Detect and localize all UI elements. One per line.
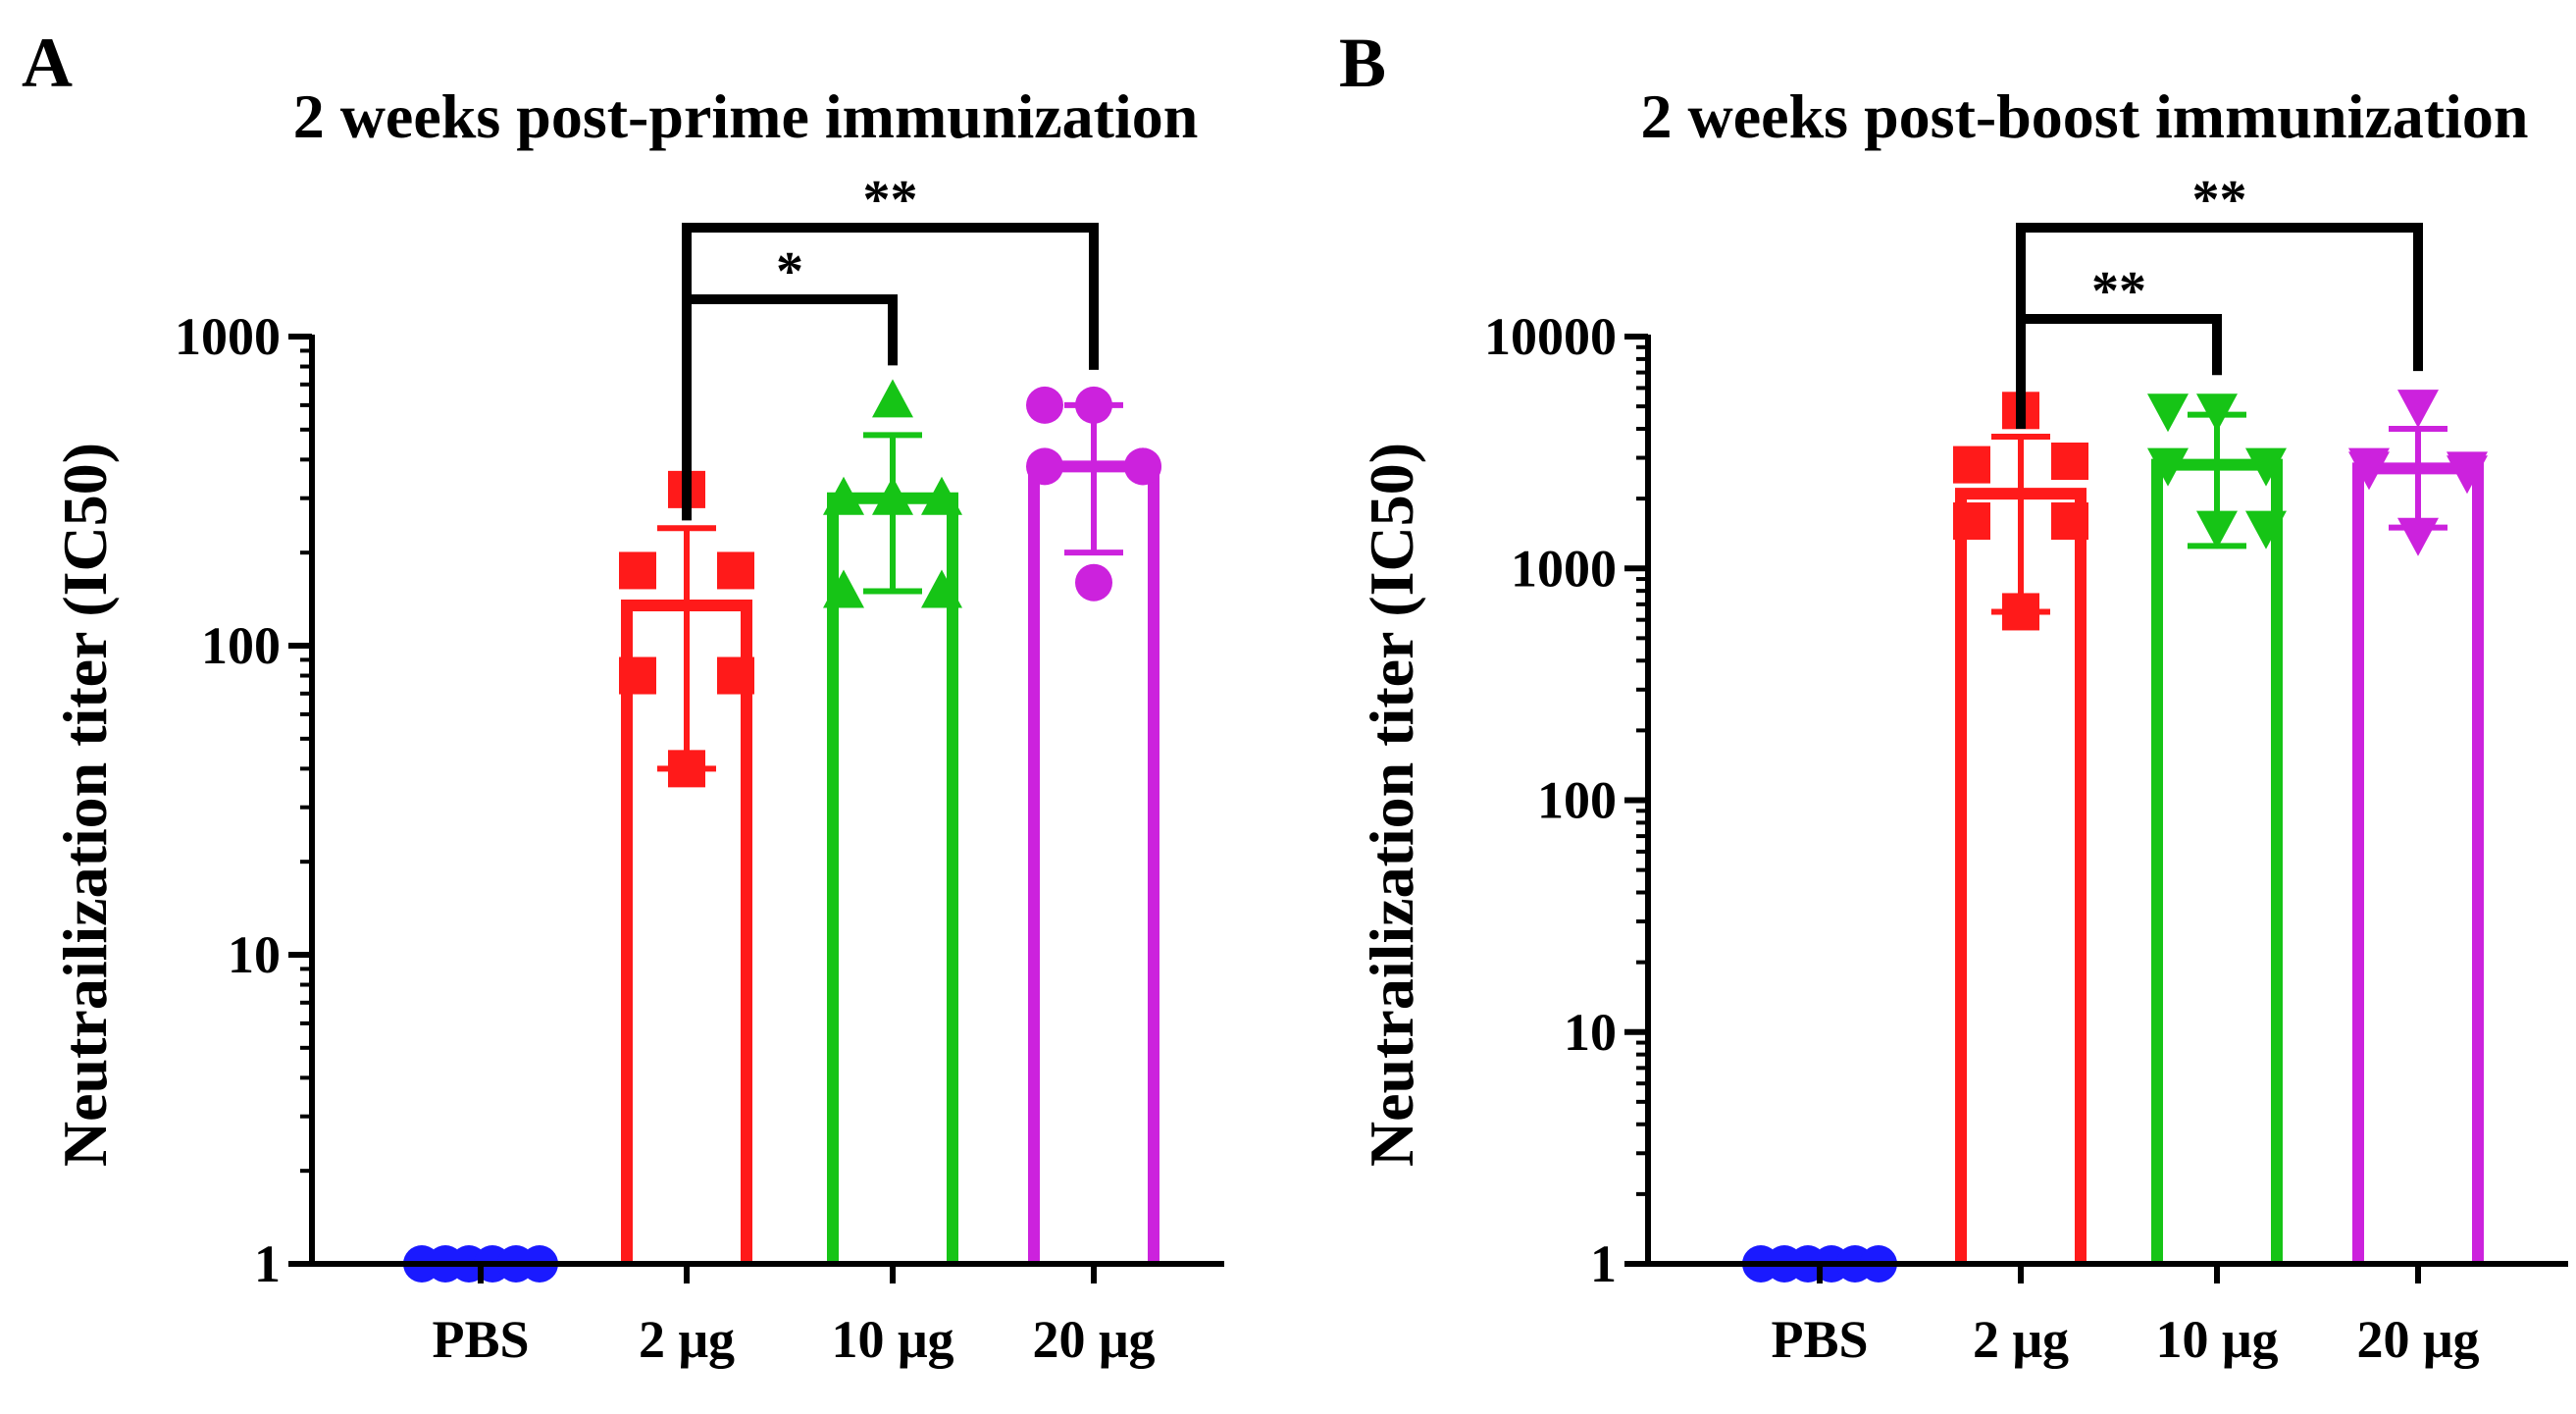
data-point bbox=[717, 551, 754, 590]
x-tick-label: 20 μg bbox=[1032, 1310, 1155, 1369]
data-point bbox=[2051, 502, 2088, 541]
bar-b-2 bbox=[2151, 458, 2283, 1264]
data-point bbox=[872, 476, 913, 515]
x-tick-label: 20 μg bbox=[2356, 1310, 2479, 1369]
data-point bbox=[619, 656, 656, 695]
panel-letter-b: B bbox=[1339, 24, 1386, 102]
bar-a-2 bbox=[827, 492, 958, 1264]
data-point bbox=[1026, 447, 1063, 486]
data-point bbox=[2196, 393, 2238, 433]
data-point bbox=[872, 379, 913, 418]
y-tick-label: 100 bbox=[1537, 771, 1617, 830]
y-tick-label: 1000 bbox=[175, 307, 281, 366]
data-point bbox=[1075, 386, 1112, 424]
significance-bracket bbox=[682, 294, 898, 521]
data-point bbox=[2348, 451, 2390, 491]
data-point bbox=[2051, 443, 2088, 481]
data-point bbox=[823, 476, 864, 515]
x-tick-label: 10 μg bbox=[831, 1310, 953, 1369]
y-tick-label: 1000 bbox=[1511, 539, 1617, 598]
data-point bbox=[2147, 447, 2189, 487]
x-tick-label: 2 μg bbox=[639, 1310, 735, 1369]
y-tick-label: 10 bbox=[1564, 1003, 1617, 1062]
chart-title-b: 2 weeks post-boost immunization bbox=[1641, 81, 2529, 151]
data-point bbox=[2245, 447, 2287, 487]
y-tick-label: 10 bbox=[228, 925, 281, 984]
data-point bbox=[717, 656, 754, 695]
significance-label: * bbox=[776, 241, 803, 302]
data-point bbox=[2397, 390, 2439, 429]
significance-label: ** bbox=[2192, 170, 2247, 231]
data-point bbox=[668, 750, 705, 788]
data-point bbox=[1026, 386, 1063, 424]
chart-title-a: 2 weeks post-prime immunization bbox=[293, 81, 1199, 151]
data-point bbox=[619, 551, 656, 590]
x-tick-label: 10 μg bbox=[2155, 1310, 2278, 1369]
x-tick-label: PBS bbox=[432, 1310, 529, 1369]
plot-area-b: 1 10 100 1000 10000 PBS 2 μg 10 μg 20 μg ** ** bbox=[1484, 170, 2568, 1369]
data-point bbox=[2196, 510, 2238, 550]
y-tick-label: 1 bbox=[1590, 1234, 1617, 1293]
y-axis-label-a: Neutrailization titer (IC50) bbox=[50, 443, 120, 1167]
data-point bbox=[1124, 447, 1161, 486]
y-tick-label: 1 bbox=[254, 1234, 281, 1293]
data-point bbox=[2002, 593, 2039, 631]
data-point bbox=[1953, 445, 1990, 484]
data-point bbox=[823, 569, 864, 608]
data-point bbox=[2147, 393, 2189, 433]
y-tick-label: 10000 bbox=[1484, 307, 1617, 366]
data-point bbox=[1075, 563, 1112, 602]
panel-letter-a: A bbox=[22, 24, 73, 102]
significance-bracket bbox=[682, 223, 1099, 521]
significance-label: ** bbox=[863, 170, 918, 231]
data-point bbox=[2397, 517, 2439, 556]
data-point bbox=[1953, 502, 1990, 541]
significance-bracket bbox=[2016, 223, 2423, 430]
y-axis-label-b: Neutrailization titer (IC50) bbox=[1357, 443, 1426, 1167]
y-tick-label: 100 bbox=[201, 616, 281, 675]
data-point bbox=[2447, 455, 2488, 495]
data-point bbox=[921, 569, 962, 608]
data-point bbox=[921, 476, 962, 515]
x-tick-label: 2 μg bbox=[1973, 1310, 2069, 1369]
data-point bbox=[2245, 510, 2287, 550]
significance-label: ** bbox=[2091, 261, 2146, 322]
bar-b-3 bbox=[2352, 462, 2484, 1264]
x-tick-label: PBS bbox=[1771, 1310, 1868, 1369]
